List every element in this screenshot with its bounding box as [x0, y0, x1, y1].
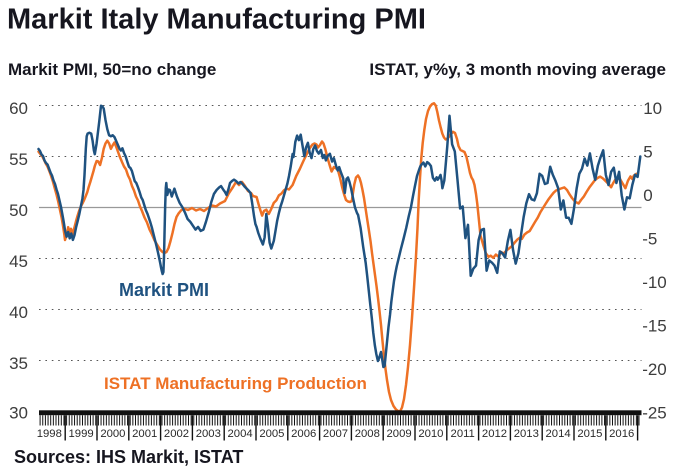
- svg-text:2012: 2012: [482, 428, 507, 440]
- svg-text:-5: -5: [642, 229, 657, 248]
- svg-text:Markit PMI, 50=no change: Markit PMI, 50=no change: [8, 60, 216, 79]
- svg-text:2008: 2008: [355, 428, 380, 440]
- svg-text:10: 10: [643, 99, 662, 118]
- svg-text:2005: 2005: [259, 428, 284, 440]
- svg-text:50: 50: [9, 201, 28, 220]
- svg-text:-25: -25: [642, 403, 667, 422]
- svg-text:45: 45: [9, 252, 28, 271]
- svg-text:2010: 2010: [418, 428, 443, 440]
- svg-text:1999: 1999: [69, 428, 94, 440]
- svg-text:2001: 2001: [132, 428, 157, 440]
- svg-text:0: 0: [643, 186, 652, 205]
- svg-text:Markit Italy Manufacturing PMI: Markit Italy Manufacturing PMI: [7, 4, 426, 36]
- svg-text:2007: 2007: [323, 428, 348, 440]
- svg-text:2004: 2004: [228, 428, 253, 440]
- svg-text:30: 30: [9, 403, 28, 422]
- svg-text:Sources: IHS Markit, ISTAT: Sources: IHS Markit, ISTAT: [14, 447, 243, 467]
- svg-text:-20: -20: [642, 360, 667, 379]
- svg-text:2003: 2003: [196, 428, 221, 440]
- svg-text:2009: 2009: [387, 428, 412, 440]
- svg-text:60: 60: [9, 99, 28, 118]
- svg-text:1998: 1998: [37, 428, 62, 440]
- svg-text:-10: -10: [642, 273, 667, 292]
- svg-text:2014: 2014: [546, 428, 571, 440]
- svg-text:2006: 2006: [291, 428, 316, 440]
- svg-text:40: 40: [9, 303, 28, 322]
- svg-text:35: 35: [9, 354, 28, 373]
- svg-text:ISTAT Manufacturing Production: ISTAT Manufacturing Production: [104, 374, 367, 393]
- svg-text:2011: 2011: [451, 428, 475, 440]
- svg-text:2015: 2015: [577, 428, 602, 440]
- svg-text:5: 5: [643, 142, 652, 161]
- svg-text:2002: 2002: [164, 428, 189, 440]
- svg-text:2013: 2013: [514, 428, 539, 440]
- svg-text:2016: 2016: [609, 428, 634, 440]
- svg-text:ISTAT, y%y, 3 month moving ave: ISTAT, y%y, 3 month moving average: [369, 60, 666, 79]
- svg-text:55: 55: [9, 150, 28, 169]
- svg-text:-15: -15: [642, 316, 667, 335]
- svg-text:Markit PMI: Markit PMI: [119, 280, 209, 300]
- svg-text:2000: 2000: [100, 428, 125, 440]
